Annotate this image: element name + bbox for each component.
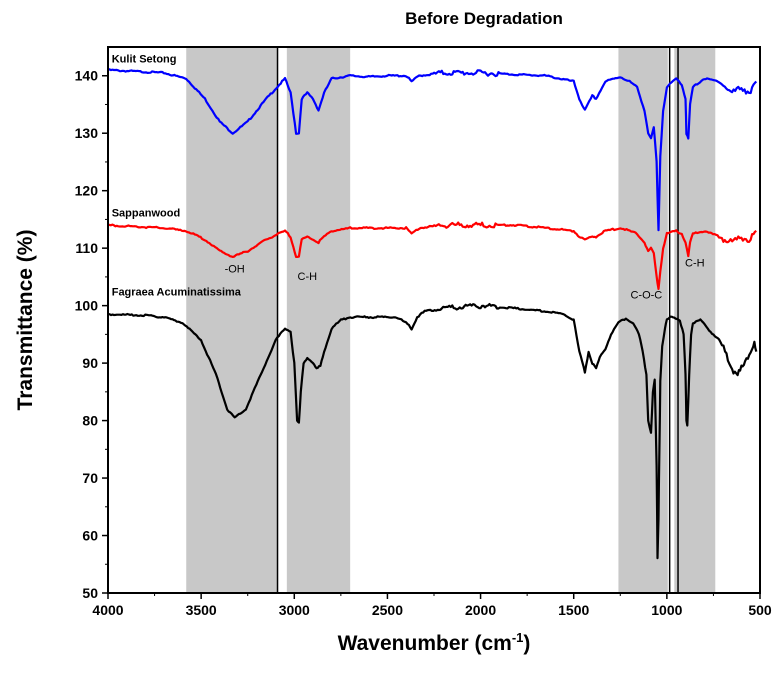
x-tick-label-7: 500: [748, 602, 772, 618]
shaded-band-3: [674, 47, 716, 593]
y-tick-label-5: 100: [75, 298, 99, 314]
x-tick-label-4: 2000: [465, 602, 496, 618]
annotation-3: C-H: [685, 258, 705, 270]
series-lines: [107, 68, 758, 560]
x-axis-label-main: Wavenumber (cm: [338, 632, 512, 655]
x-axis-label-close: ): [523, 632, 530, 655]
y-tick-label-7: 120: [75, 183, 99, 199]
annotation-2: C-O-C: [630, 290, 662, 302]
chart-title: Before Degradation: [405, 9, 563, 28]
series-line-2: [108, 303, 758, 560]
series-line-1: [107, 221, 757, 290]
y-tick-label-8: 130: [75, 125, 99, 141]
shaded-band-0: [186, 47, 278, 593]
series-line-0: [107, 68, 758, 232]
x-tick-label-2: 3000: [279, 602, 310, 618]
x-tick-label-0: 4000: [92, 602, 123, 618]
series-label-0: Kulit Setong: [112, 54, 177, 66]
y-tick-label-4: 90: [82, 355, 98, 371]
labels: Before Degradation Wavenumber (cm-1) Trans…: [14, 9, 705, 655]
y-tick-label-2: 70: [82, 470, 98, 486]
y-tick-label-9: 140: [75, 68, 99, 84]
x-tick-label-3: 2500: [372, 602, 403, 618]
series-label-2: Fagraea Acuminatissima: [112, 286, 242, 298]
shaded-bands: [186, 47, 716, 593]
y-tick-label-3: 80: [82, 413, 98, 429]
annotation-1: C-H: [298, 271, 318, 283]
axes: 4000 3500 3000 2500 2000 1500 1000 500 50 60 70 80 9…: [75, 46, 772, 618]
x-tick-label-5: 1500: [558, 602, 589, 618]
y-tick-label-0: 50: [82, 585, 98, 601]
y-tick-label-1: 60: [82, 528, 98, 544]
x-axis-label-sup: -1: [512, 630, 524, 645]
x-axis-label: Wavenumber (cm-1): [338, 630, 531, 655]
x-tick-label-6: 1000: [651, 602, 682, 618]
annotation-0: -OH: [225, 263, 245, 275]
series-label-1: Sappanwood: [112, 208, 180, 220]
y-axis-label: Transmittance (%): [14, 230, 37, 411]
y-tick-label-6: 110: [75, 240, 98, 256]
x-tick-label-1: 3500: [186, 602, 217, 618]
